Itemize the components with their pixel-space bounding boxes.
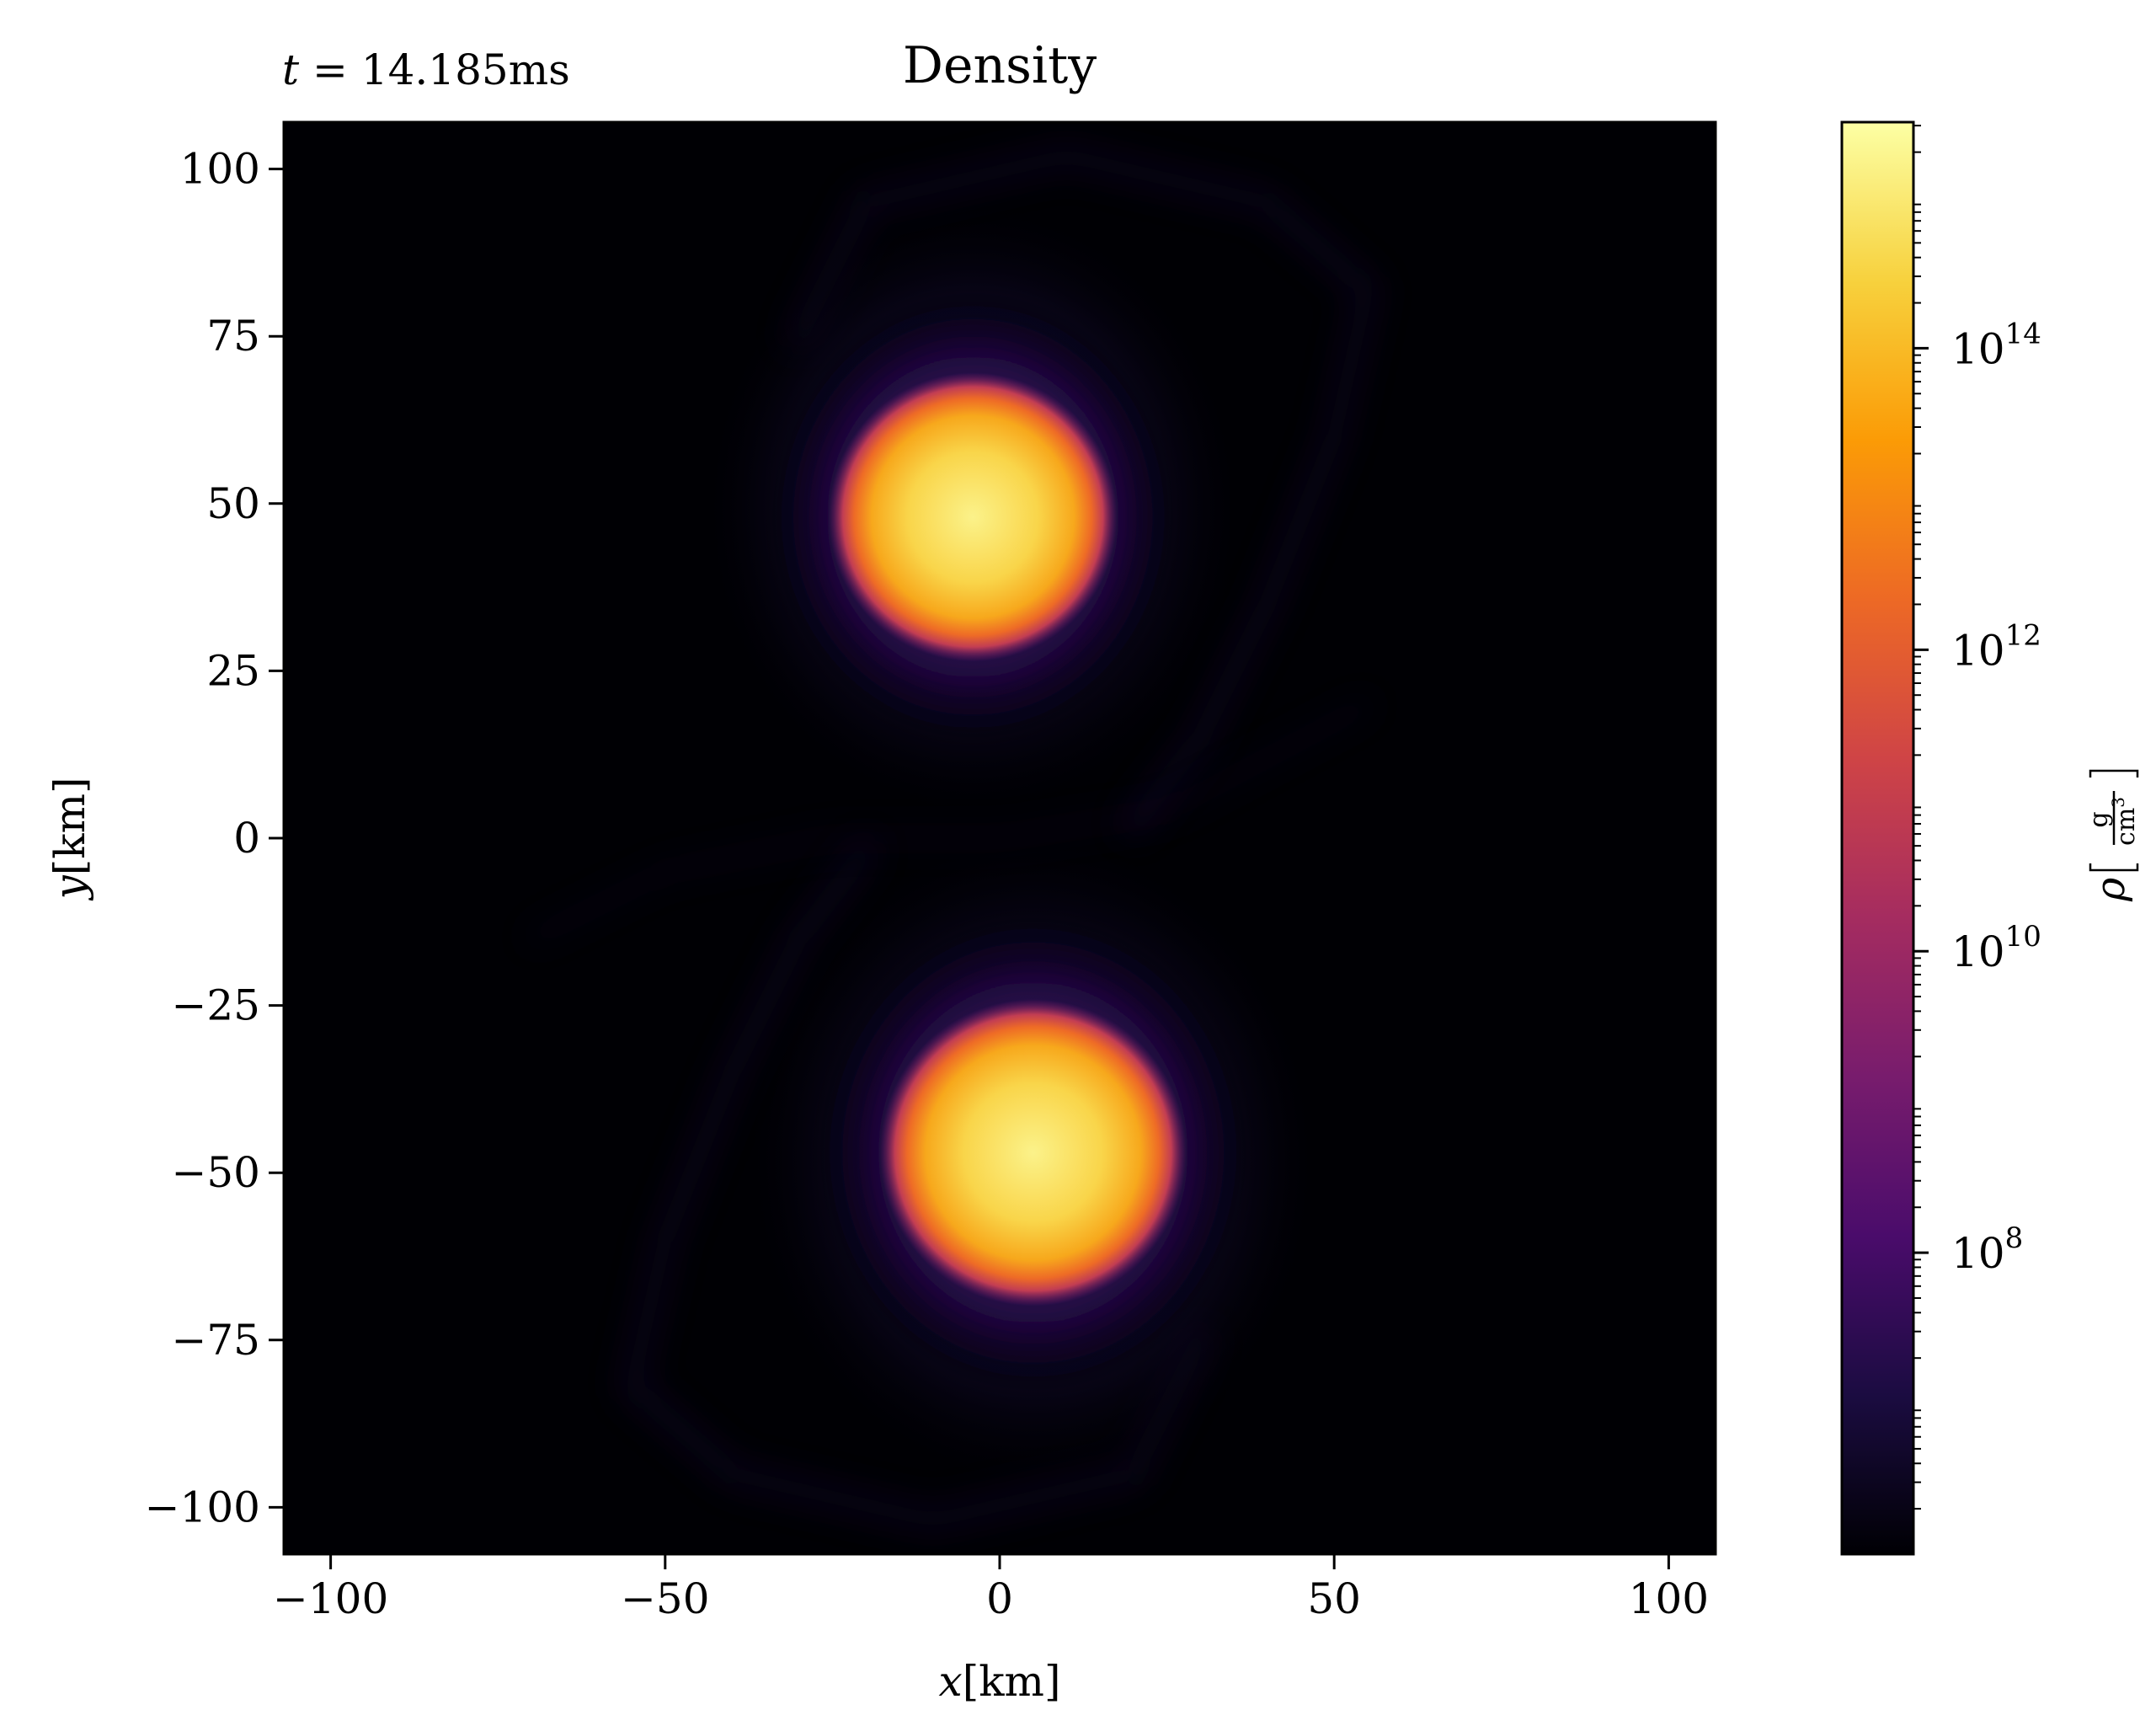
y-tick-label: −100 — [145, 1483, 260, 1531]
y-axis-unit: [km] — [45, 778, 94, 876]
colorbar-tick-label: 1010 — [1951, 920, 2041, 976]
x-axis: −100 −50 0 50 100 — [273, 1554, 1709, 1623]
x-tick-label: 0 — [986, 1574, 1013, 1623]
colorbar-label: ρ g cm3 — [2084, 769, 2141, 902]
colorbar-tick-label: 108 — [1951, 1221, 2023, 1278]
y-axis: 100 75 50 25 0 −25 −50 −75 −100 — [145, 145, 284, 1531]
plot-area — [284, 122, 1716, 1554]
x-axis-label: x[km] — [939, 1657, 1061, 1706]
time-var: t — [282, 45, 300, 94]
y-axis-var: y — [45, 874, 94, 900]
time-label: t = 14.185ms — [282, 45, 570, 94]
colorbar-tick-label: 1012 — [1951, 618, 2041, 675]
y-tick-label: 75 — [206, 312, 260, 361]
y-tick-label: 100 — [180, 145, 260, 194]
x-axis-var: x — [939, 1657, 963, 1706]
colorbar-label-num: g — [2084, 811, 2114, 827]
y-axis-label: y[km] — [45, 778, 94, 901]
y-tick-label: −25 — [171, 981, 260, 1030]
x-axis-unit: [km] — [963, 1657, 1061, 1706]
colorbar-label-bracket-left — [2089, 863, 2139, 872]
colorbar-label-bracket-right — [2089, 769, 2139, 778]
density-field — [526, 143, 1381, 1533]
lower-star-core — [879, 999, 1187, 1307]
upper-star-core — [828, 372, 1118, 662]
debris-arm — [787, 143, 1381, 837]
y-tick-label: 0 — [233, 814, 260, 863]
time-value: 14.185ms — [361, 45, 570, 94]
debris-arm — [526, 699, 1373, 944]
colorbar-ticks: 108 1010 1012 1014 — [1913, 125, 2041, 1510]
time-eq: = — [299, 45, 361, 94]
debris-arm — [618, 839, 1213, 1533]
y-tick-label: 25 — [206, 646, 260, 695]
colorbar-label-var: ρ — [2087, 878, 2134, 902]
colorbar-tick-label: 1014 — [1951, 317, 2041, 373]
y-tick-label: −75 — [171, 1316, 260, 1365]
x-tick-label: 100 — [1629, 1574, 1709, 1623]
chart-title: Density — [903, 36, 1097, 95]
x-tick-label: −100 — [273, 1574, 388, 1623]
x-tick-label: −50 — [621, 1574, 710, 1623]
y-tick-label: 50 — [206, 479, 260, 528]
colorbar-label-den-exp: 3 — [2108, 797, 2128, 808]
x-tick-label: 50 — [1307, 1574, 1361, 1623]
colorbar-label-den-base: cm — [2111, 808, 2141, 846]
colorbar — [1840, 120, 1915, 1556]
y-tick-label: −50 — [171, 1148, 260, 1197]
